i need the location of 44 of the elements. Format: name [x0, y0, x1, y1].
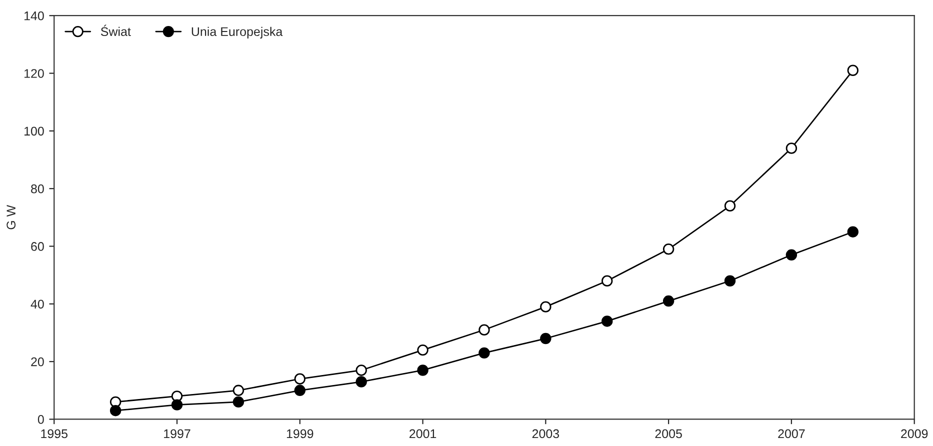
y-tick-label: 140	[24, 11, 44, 20]
point	[602, 275, 613, 286]
point	[724, 200, 736, 212]
y-tick-label: 60	[31, 242, 44, 251]
point	[356, 376, 367, 388]
point	[786, 249, 798, 261]
point	[356, 364, 367, 376]
point	[847, 226, 858, 238]
point	[417, 344, 428, 356]
legend-label: Unia Europejska	[192, 26, 283, 39]
point	[540, 332, 552, 344]
point	[232, 396, 244, 408]
point	[786, 142, 798, 154]
x-tick-label: 1997	[164, 429, 190, 438]
point	[171, 390, 183, 402]
point	[294, 373, 306, 384]
y-tick-label: 120	[24, 69, 44, 78]
x-tick-label: 2009	[901, 429, 928, 438]
x-tick-label: 2003	[532, 429, 560, 438]
point	[847, 64, 858, 76]
point	[724, 275, 736, 286]
point	[478, 347, 490, 359]
point	[232, 384, 244, 396]
y-tick-label: 0	[38, 415, 44, 424]
y-tick-label: 20	[31, 357, 44, 366]
x-tick-label: 2007	[778, 429, 805, 438]
point	[662, 244, 674, 255]
point	[478, 324, 490, 336]
point	[540, 301, 552, 312]
x-tick-label: 2001	[410, 429, 436, 438]
point	[662, 295, 674, 307]
x-tick-label: 1995	[41, 429, 68, 438]
point	[417, 364, 428, 376]
point	[171, 399, 183, 410]
y-tick-label: 100	[24, 126, 44, 136]
y-tick-label: 80	[31, 184, 44, 194]
point	[602, 316, 613, 327]
x-tick-label: 2005	[655, 429, 682, 438]
x-tick-label: 1999	[286, 429, 314, 438]
point	[110, 404, 122, 416]
legend-label: Świat	[100, 24, 131, 36]
y-axis-title: G W	[6, 204, 16, 230]
y-tick-label: 40	[30, 300, 44, 309]
point	[294, 384, 306, 396]
